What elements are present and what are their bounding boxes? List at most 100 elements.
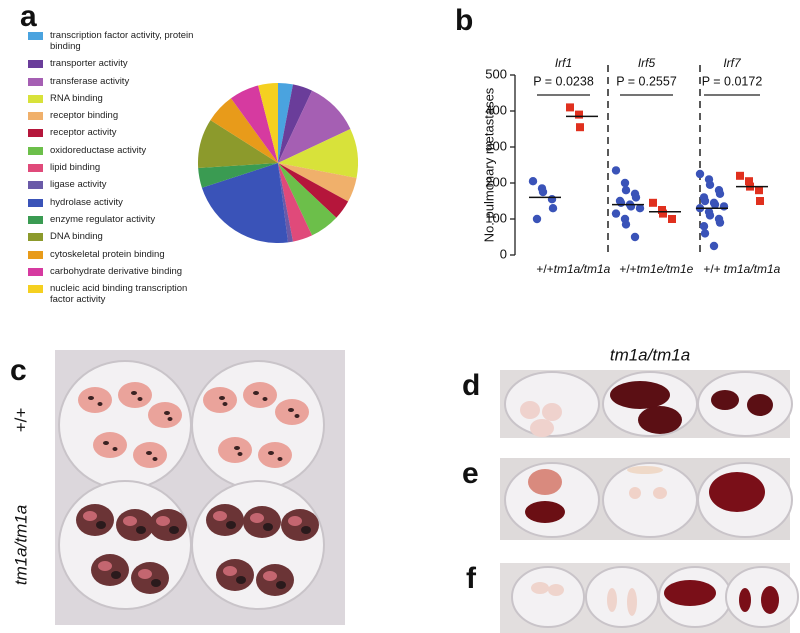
legend-swatch bbox=[28, 112, 43, 121]
dish bbox=[585, 566, 659, 628]
metastasis bbox=[169, 526, 179, 534]
tissue bbox=[548, 584, 564, 596]
data-point bbox=[699, 222, 709, 231]
metastasis bbox=[262, 397, 268, 401]
panel-label: d bbox=[462, 369, 480, 402]
metastasis bbox=[294, 414, 300, 418]
kidney bbox=[711, 390, 739, 410]
lung-tissue bbox=[213, 511, 227, 521]
data-point bbox=[715, 218, 725, 227]
pie-slice bbox=[198, 120, 278, 169]
data-point bbox=[548, 204, 558, 213]
data-point bbox=[621, 220, 631, 229]
metastasis bbox=[112, 447, 118, 451]
x-tick-label: +/+ bbox=[703, 262, 720, 276]
x-tick-label: +/+ bbox=[536, 262, 553, 276]
metastasis bbox=[301, 526, 311, 534]
data-point bbox=[719, 202, 729, 211]
legend-label: enzyme regulator activity bbox=[50, 213, 156, 225]
panel-label: e bbox=[462, 457, 479, 490]
liver bbox=[638, 406, 682, 434]
metastasis bbox=[222, 402, 228, 406]
legend-swatch bbox=[28, 94, 43, 103]
legend-swatch bbox=[28, 60, 43, 69]
lung-lobe bbox=[216, 559, 254, 591]
data-point bbox=[631, 193, 641, 202]
data-point bbox=[715, 189, 725, 198]
lung-tissue bbox=[123, 516, 137, 526]
pie-slice bbox=[210, 98, 278, 163]
pie-slice bbox=[278, 128, 358, 178]
metastasis bbox=[131, 391, 137, 395]
panel-label: b bbox=[455, 4, 473, 37]
pie-slice bbox=[258, 83, 278, 163]
metastasis bbox=[234, 446, 240, 450]
metastasis bbox=[137, 397, 143, 401]
dish bbox=[697, 371, 793, 437]
metastasis bbox=[288, 408, 294, 412]
data-point bbox=[755, 186, 763, 195]
pie-slice bbox=[278, 163, 349, 218]
lung-tissue bbox=[250, 513, 264, 523]
data-point bbox=[700, 196, 710, 206]
data-point bbox=[659, 209, 667, 218]
dish bbox=[191, 360, 325, 490]
legend-label: ligase activity bbox=[50, 179, 107, 191]
data-point bbox=[620, 178, 630, 188]
legend-label: receptor activity bbox=[50, 127, 117, 139]
y-axis-label: No. pulmonary metastases bbox=[481, 87, 496, 242]
x-tick-label: tm1a/tm1a bbox=[554, 262, 611, 276]
data-point bbox=[611, 166, 621, 175]
kidney bbox=[761, 586, 779, 614]
legend-label: transporter activity bbox=[50, 58, 128, 70]
legend-label: carbohydrate derivative binding bbox=[50, 265, 183, 277]
metastasis bbox=[146, 451, 152, 455]
legend-label: DNA binding bbox=[50, 231, 103, 243]
lung-lobe bbox=[93, 432, 127, 458]
x-tick-label: tm1e/tm1e bbox=[637, 262, 694, 276]
kidney bbox=[525, 501, 565, 523]
y-tick-label: 200 bbox=[485, 174, 507, 189]
lung-lobe bbox=[203, 387, 237, 413]
group-label: Irf5 bbox=[638, 56, 656, 70]
metastasis bbox=[151, 579, 161, 587]
panel-label: a bbox=[20, 0, 37, 33]
organ bbox=[709, 472, 765, 512]
lung-tissue bbox=[98, 561, 112, 571]
metastasis bbox=[167, 417, 173, 421]
y-tick-label: 0 bbox=[500, 246, 507, 261]
legend-item: RNA binding bbox=[28, 93, 203, 104]
legend-label: transcription factor activity, protein b… bbox=[50, 30, 194, 52]
lung-tissue bbox=[138, 569, 152, 579]
group-label: Irf1 bbox=[555, 56, 572, 70]
lung-lobe bbox=[243, 382, 277, 408]
legend-item: oxidoreductase activity bbox=[28, 145, 203, 156]
lung-lobe bbox=[275, 399, 309, 425]
pie-slice bbox=[278, 163, 357, 202]
data-point bbox=[745, 177, 753, 186]
pie-slice bbox=[278, 163, 337, 236]
pie-slice bbox=[230, 85, 278, 163]
x-tick-label: tm1a/tm1a bbox=[724, 262, 781, 276]
legend-item: transcription factor activity, protein b… bbox=[28, 30, 203, 52]
dish bbox=[602, 462, 698, 538]
y-tick-label: 400 bbox=[485, 102, 507, 117]
data-point bbox=[649, 198, 657, 207]
p-value: P = 0.0238 bbox=[533, 74, 594, 88]
metastasis bbox=[96, 521, 106, 529]
legend-item: receptor binding bbox=[28, 110, 203, 121]
tissue bbox=[629, 487, 641, 499]
data-point bbox=[532, 214, 542, 224]
y-tick-label: 300 bbox=[485, 138, 507, 153]
legend-item: enzyme regulator activity bbox=[28, 214, 203, 225]
data-point bbox=[630, 232, 640, 242]
legend-label: cytoskeletal protein binding bbox=[50, 248, 165, 260]
lung-lobe bbox=[131, 562, 169, 594]
legend-swatch bbox=[28, 267, 43, 276]
legend-swatch bbox=[28, 250, 43, 259]
data-point bbox=[709, 241, 719, 251]
metastasis bbox=[268, 451, 274, 455]
legend-item: DNA binding bbox=[28, 231, 203, 242]
lung-tissue bbox=[263, 571, 277, 581]
lung-lobe bbox=[91, 554, 129, 586]
